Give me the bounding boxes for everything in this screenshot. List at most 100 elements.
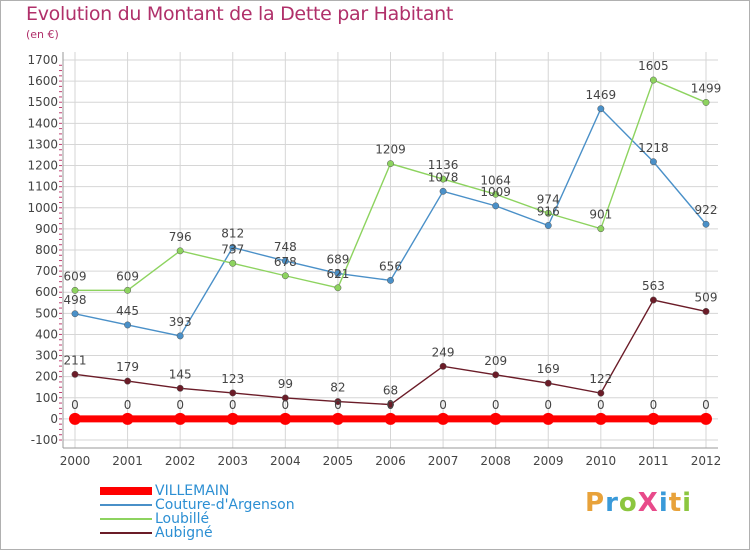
data-point: [176, 247, 184, 255]
data-point: [649, 296, 657, 304]
data-point: [597, 225, 605, 233]
data-point: [702, 98, 710, 106]
data-label: 179: [116, 360, 139, 374]
data-label: 901: [589, 208, 612, 222]
grid-layer: [63, 52, 718, 448]
data-point: [649, 76, 657, 84]
x-tick-label: 2012: [691, 454, 722, 468]
data-label: 249: [432, 345, 455, 359]
logo-letter: t: [668, 488, 683, 518]
y-tick-label: 100: [35, 391, 58, 405]
legend-swatch: [100, 532, 152, 534]
y-tick-label: 200: [35, 370, 58, 384]
data-point: [492, 202, 500, 210]
data-point: [542, 412, 555, 425]
data-point: [597, 105, 605, 113]
data-label: 609: [64, 269, 87, 283]
data-label: 123: [221, 372, 244, 386]
x-tick-label: 2004: [270, 454, 301, 468]
data-point: [176, 332, 184, 340]
data-label: 0: [334, 398, 342, 412]
legend-swatch: [100, 487, 152, 495]
data-point: [281, 257, 289, 265]
data-label: 737: [221, 242, 244, 256]
data-point: [124, 321, 132, 329]
data-label: 678: [274, 255, 297, 269]
y-tick-label: 1200: [27, 159, 58, 173]
data-label: 1218: [638, 141, 669, 155]
legend-label: Loubillé: [155, 511, 210, 527]
data-label: 122: [589, 372, 612, 386]
data-point: [279, 412, 292, 425]
data-label: 0: [71, 398, 79, 412]
data-point: [439, 362, 447, 370]
data-point: [121, 412, 134, 425]
y-tick-label: 0: [50, 412, 58, 426]
data-point: [597, 389, 605, 397]
data-label: 211: [64, 353, 87, 367]
y-tick-label: 1500: [27, 95, 58, 109]
data-point: [387, 401, 394, 408]
data-label: 0: [702, 398, 710, 412]
data-label: 82: [330, 381, 345, 395]
data-point: [594, 412, 607, 425]
x-tick-label: 2006: [375, 454, 406, 468]
legend-label: VILLEMAIN: [155, 483, 230, 499]
x-tick-label: 2011: [638, 454, 669, 468]
series-layer: [69, 76, 712, 425]
data-label: 0: [229, 398, 237, 412]
y-tick-label: 1000: [27, 201, 58, 215]
data-point: [71, 370, 79, 378]
chart-title: Evolution du Montant de la Dette par Hab…: [26, 3, 454, 25]
y-tick-label: 1700: [27, 53, 58, 67]
data-point: [176, 384, 184, 392]
x-tick-label: 2007: [428, 454, 459, 468]
data-label: 0: [439, 398, 447, 412]
logo-letter: r: [605, 488, 619, 518]
y-tick-label: 400: [35, 327, 58, 341]
data-point: [334, 284, 342, 292]
data-point: [331, 412, 344, 425]
y-tick-label: 1400: [27, 116, 58, 130]
y-tick-label: 600: [35, 285, 58, 299]
data-label: 0: [282, 398, 290, 412]
data-point: [489, 412, 502, 425]
data-label: 393: [169, 315, 192, 329]
x-tick-label: 2003: [217, 454, 248, 468]
y-tick-label: 1300: [27, 137, 58, 151]
logo-letter: P: [585, 488, 606, 518]
data-point: [437, 412, 450, 425]
x-tick-label: 2002: [165, 454, 196, 468]
data-label: 1136: [428, 158, 459, 172]
proxiti-logo: ProXiti: [585, 488, 692, 518]
line-chart: -100010020030040050060070080090010001100…: [27, 52, 722, 468]
data-label: 0: [492, 398, 500, 412]
data-point: [71, 310, 79, 318]
data-point: [387, 160, 394, 168]
y-tick-label: 800: [35, 243, 58, 257]
data-label: 0: [597, 398, 605, 412]
data-label: 1499: [691, 81, 722, 95]
data-point: [544, 379, 552, 387]
data-label: 621: [326, 267, 349, 281]
data-point: [700, 412, 712, 425]
data-point: [544, 222, 552, 229]
logo-letter: i: [658, 488, 669, 518]
data-point: [387, 276, 394, 284]
data-label: 748: [274, 240, 297, 254]
x-tick-label: 2009: [533, 454, 564, 468]
data-point: [702, 220, 710, 228]
legend-label: Couture-d'Argenson: [155, 497, 295, 513]
data-label: 609: [116, 269, 139, 283]
data-label: 145: [169, 367, 192, 381]
legend-swatch: [100, 504, 152, 506]
data-point: [124, 377, 132, 385]
data-label: 169: [537, 362, 560, 376]
x-tick-label: 2010: [586, 454, 617, 468]
data-label: 689: [326, 252, 349, 266]
y-tick-label: -100: [31, 433, 58, 447]
data-point: [439, 175, 447, 183]
data-label: 916: [537, 205, 560, 219]
data-label: 1078: [428, 170, 459, 184]
